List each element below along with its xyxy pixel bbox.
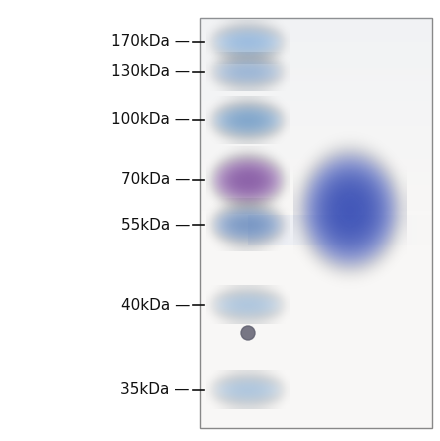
Circle shape [241, 326, 255, 340]
Text: 100kDa —: 100kDa — [111, 112, 190, 127]
Text: 55kDa —: 55kDa — [121, 217, 190, 232]
Bar [200, 18, 432, 428]
Text: 70kDa —: 70kDa — [121, 172, 190, 187]
Text: 170kDa —: 170kDa — [111, 34, 190, 49]
Text: 35kDa —: 35kDa — [121, 382, 190, 397]
Text: 130kDa —: 130kDa — [111, 64, 190, 79]
Text: 40kDa —: 40kDa — [121, 298, 190, 313]
